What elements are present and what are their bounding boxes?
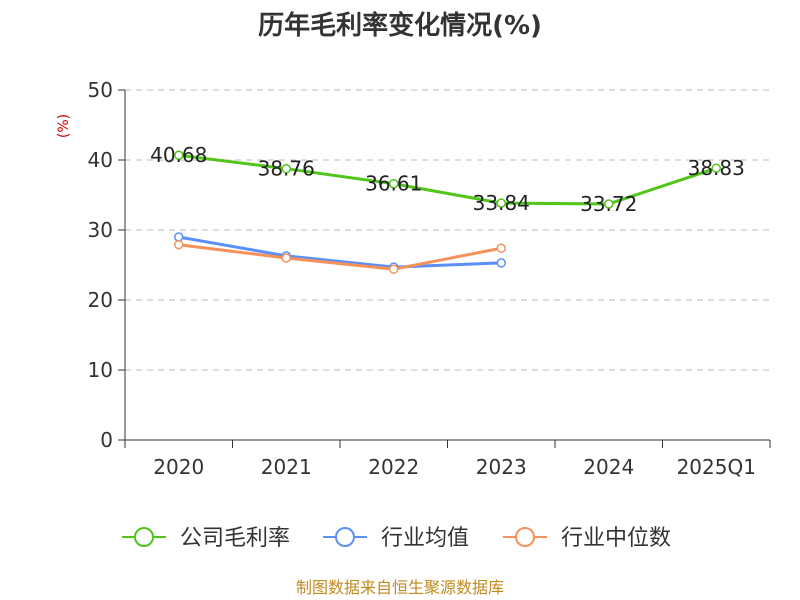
data-label: 36.61 bbox=[365, 172, 422, 196]
series-line-0 bbox=[178, 153, 717, 206]
data-point bbox=[174, 239, 184, 250]
data-point bbox=[281, 253, 291, 263]
y-axis-label: (%) bbox=[56, 114, 72, 138]
data-label: 38.76 bbox=[258, 157, 315, 181]
x-tick-label: 2021 bbox=[261, 455, 312, 479]
legend-label: 行业均值 bbox=[381, 526, 469, 551]
axis-layer: 0 10 20 30 40 50 2020 2021 2022 2023 2024 2025Q1 bbox=[88, 78, 771, 479]
series-layer bbox=[174, 150, 721, 274]
y-tick-label: 0 bbox=[100, 428, 113, 452]
legend-item: 行业中位数 bbox=[503, 526, 671, 551]
series-line-2 bbox=[178, 243, 502, 271]
x-tick-label: 2024 bbox=[583, 455, 634, 479]
data-point bbox=[389, 178, 399, 189]
x-tick-label: 2025Q1 bbox=[677, 455, 756, 479]
legend-marker bbox=[335, 527, 355, 547]
data-label: 33.84 bbox=[473, 191, 530, 215]
data-point bbox=[281, 163, 291, 174]
y-tick-label: 50 bbox=[88, 78, 113, 102]
x-tick-label: 2023 bbox=[476, 455, 527, 479]
series-line-1 bbox=[178, 235, 502, 269]
legend-item: 公司毛利率 bbox=[122, 526, 290, 551]
data-point bbox=[496, 258, 506, 268]
data-point bbox=[174, 232, 184, 242]
data-point bbox=[604, 199, 614, 209]
legend-marker bbox=[515, 527, 535, 547]
x-tick-label: 2020 bbox=[153, 455, 204, 479]
data-label: 38.83 bbox=[688, 156, 745, 180]
data-point bbox=[174, 150, 184, 160]
grid-layer bbox=[125, 89, 770, 371]
data-point bbox=[496, 198, 506, 208]
legend-marker bbox=[134, 527, 154, 547]
chart-title: 历年毛利率变化情况(%) bbox=[258, 10, 542, 41]
data-label-layer: 40.68 38.76 36.61 33.84 33.72 38.83 bbox=[150, 143, 745, 216]
x-tick-label: 2022 bbox=[368, 455, 419, 479]
y-tick-label: 30 bbox=[88, 218, 113, 242]
y-tick-label: 40 bbox=[88, 148, 113, 172]
y-tick-label: 10 bbox=[88, 358, 113, 382]
data-point bbox=[389, 264, 399, 274]
data-point bbox=[496, 243, 506, 253]
legend: 公司毛利率 行业均值 行业中位数 bbox=[122, 526, 671, 551]
legend-item: 行业均值 bbox=[323, 526, 469, 551]
data-label: 33.72 bbox=[580, 192, 637, 216]
source-note: 制图数据来自恒生聚源数据库 bbox=[296, 578, 504, 597]
y-tick-label: 20 bbox=[88, 288, 113, 312]
legend-label: 公司毛利率 bbox=[180, 526, 290, 551]
legend-label: 行业中位数 bbox=[561, 526, 671, 551]
data-point bbox=[711, 163, 721, 173]
data-label: 40.68 bbox=[150, 143, 207, 167]
